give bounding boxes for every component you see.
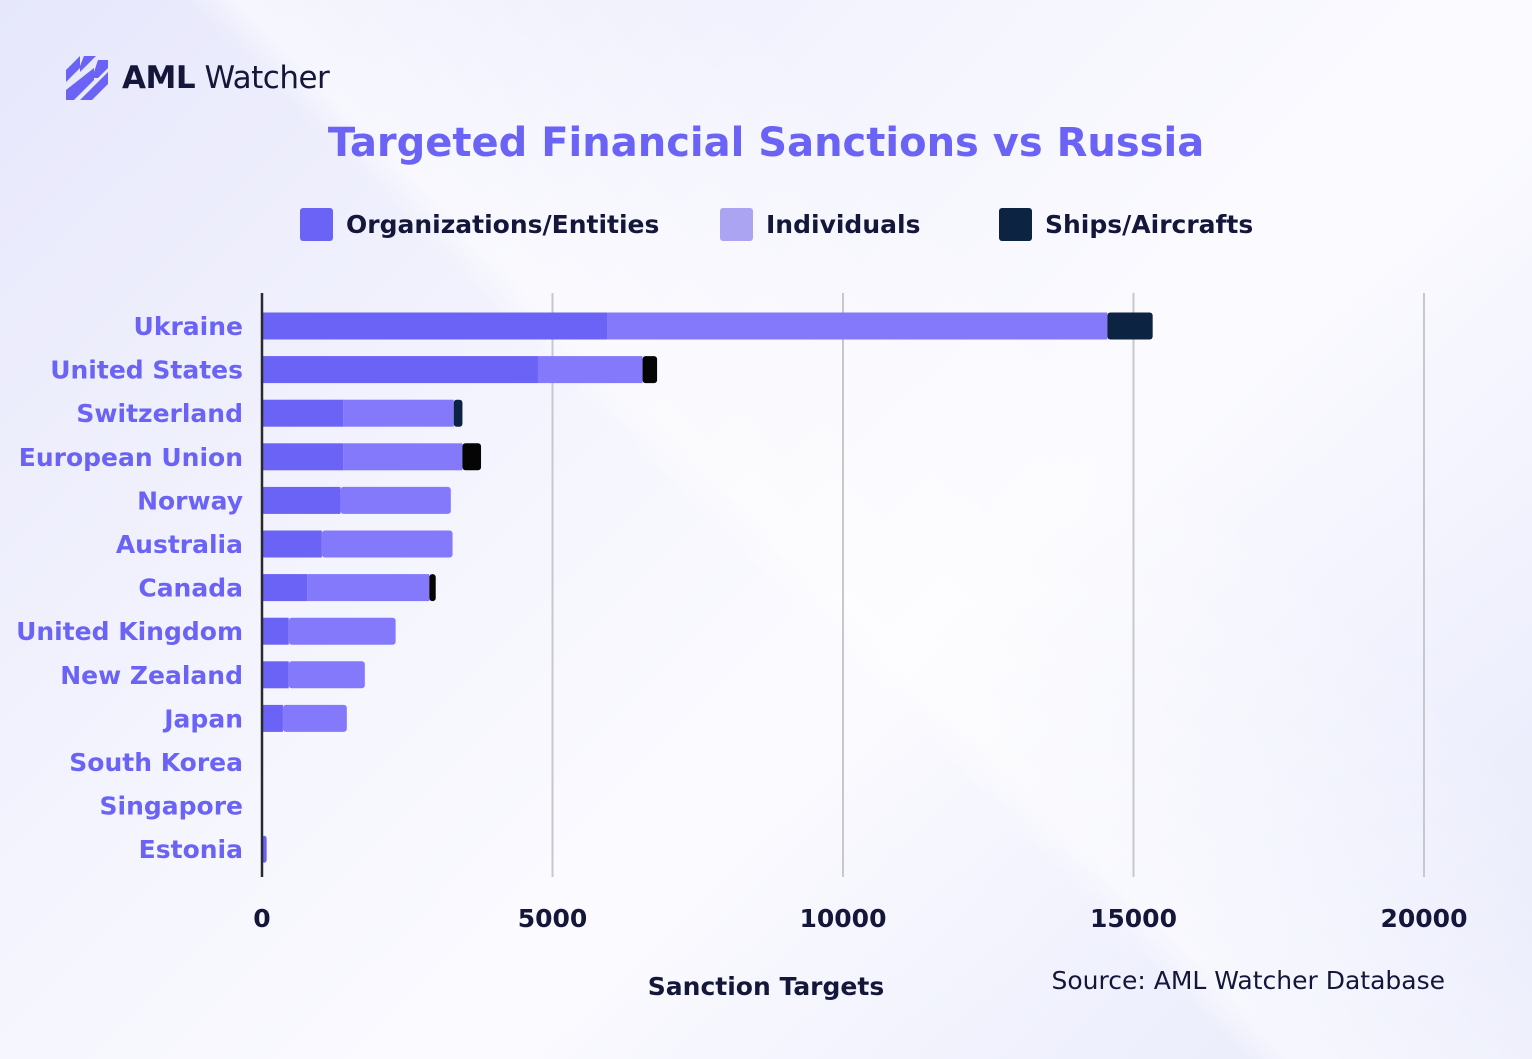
legend-item-organizations: Organizations/Entities [300, 206, 659, 242]
bar-segment [288, 617, 396, 645]
category-label: European Union [19, 443, 243, 472]
bar-segment [262, 661, 289, 689]
bar-segment [537, 356, 643, 384]
category-label: Estonia [139, 835, 243, 864]
bar-segment [262, 704, 283, 732]
bar-segment [340, 486, 451, 514]
category-label: United States [50, 356, 243, 385]
bar-segment [343, 399, 454, 427]
x-tick-label: 5000 [518, 904, 588, 933]
legend-swatch-individuals [720, 207, 753, 241]
bar-segment [307, 574, 430, 602]
category-label: Japan [162, 704, 243, 733]
brand-logo: AML Watcher [66, 56, 330, 100]
brand-name: AML Watcher [122, 60, 330, 96]
bar-segment [453, 399, 463, 427]
bar-segment [262, 356, 538, 384]
legend-item-ships: Ships/Aircrafts [999, 206, 1253, 242]
bar-segment [262, 530, 322, 558]
chart-legend: Organizations/Entities Individuals Ships… [0, 206, 1532, 246]
legend-swatch-organizations [300, 207, 333, 241]
category-label: United Kingdom [16, 617, 243, 646]
category-label: Ukraine [134, 312, 243, 341]
bar-segment [1107, 312, 1153, 340]
bar-segment [262, 486, 341, 514]
legend-label-individuals: Individuals [766, 209, 921, 239]
legend-item-individuals: Individuals [720, 206, 920, 242]
bar-segment [607, 312, 1108, 340]
bar-segment [343, 443, 463, 471]
category-label: Norway [137, 486, 243, 515]
brand-name-bold: AML [122, 60, 196, 96]
category-label: Canada [138, 574, 243, 603]
x-tick-label: 20000 [1381, 904, 1468, 933]
bar-segment [282, 704, 347, 732]
bar-segment [288, 661, 365, 689]
x-tick-label: 10000 [800, 904, 887, 933]
bar-segment [429, 574, 436, 602]
legend-label-organizations: Organizations/Entities [346, 209, 660, 239]
diagonal-stripes-logo-icon [66, 56, 108, 100]
bar-segment [262, 443, 344, 471]
category-label: New Zealand [60, 661, 243, 690]
x-axis-title: Sanction Targets [648, 972, 884, 1001]
category-label: Australia [116, 530, 243, 559]
bar-segment [262, 574, 308, 602]
brand-name-regular: Watcher [204, 60, 330, 96]
bar-segment [321, 530, 453, 558]
bar-segment [262, 399, 344, 427]
bar-segment [642, 356, 658, 384]
bar-segment [262, 312, 608, 340]
chart-title: Targeted Financial Sanctions vs Russia [327, 120, 1205, 166]
x-tick-label: 15000 [1090, 904, 1177, 933]
category-label: South Korea [69, 748, 243, 777]
x-tick-label: 0 [253, 904, 270, 933]
category-label: Singapore [100, 792, 244, 821]
category-label: Switzerland [76, 399, 243, 428]
source-note: Source: AML Watcher Database [1051, 966, 1445, 995]
legend-label-ships: Ships/Aircrafts [1045, 209, 1254, 239]
legend-swatch-ships [999, 207, 1032, 241]
bar-segment [462, 443, 482, 471]
bar-segment [262, 617, 289, 645]
